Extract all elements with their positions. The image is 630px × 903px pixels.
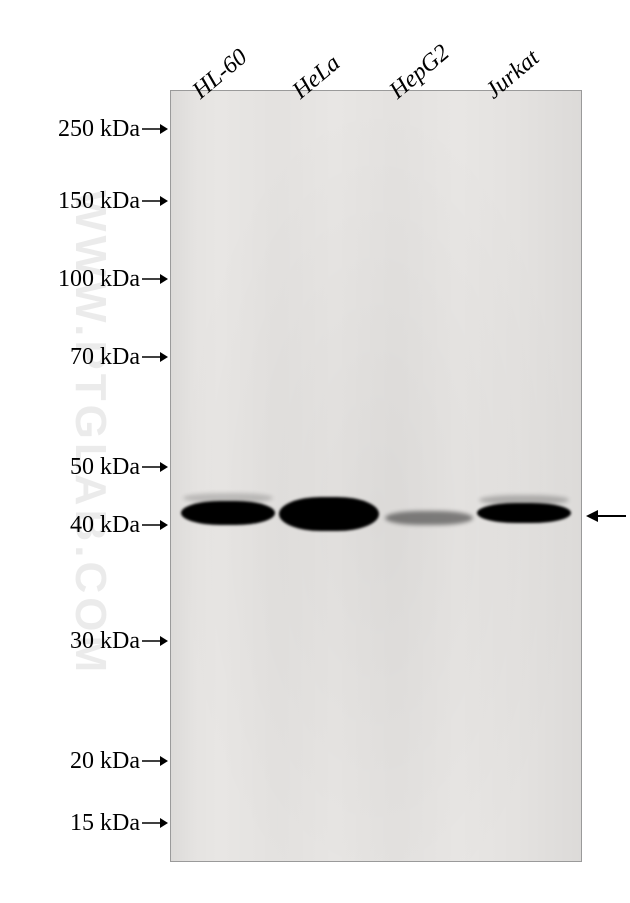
marker-150kda: 150 kDa [0, 188, 140, 215]
band-hepg2 [385, 511, 473, 525]
marker-arrow-40kda [142, 518, 168, 532]
marker-30kda: 30 kDa [0, 628, 140, 655]
membrane-shading [171, 91, 581, 861]
marker-arrow-150kda [142, 194, 168, 208]
marker-arrow-15kda [142, 816, 168, 830]
marker-arrow-100kda [142, 272, 168, 286]
marker-arrow-20kda [142, 754, 168, 768]
marker-15kda: 15 kDa [0, 810, 140, 837]
band-hl60 [181, 501, 275, 525]
band-hl60-upper [183, 493, 273, 503]
blot-membrane [170, 90, 582, 862]
marker-50kda: 50 kDa [0, 454, 140, 481]
result-arrow [586, 508, 626, 529]
band-jurkat [477, 503, 571, 523]
marker-arrow-50kda [142, 460, 168, 474]
marker-arrow-70kda [142, 350, 168, 364]
marker-20kda: 20 kDa [0, 748, 140, 775]
marker-40kda: 40 kDa [0, 512, 140, 539]
marker-250kda: 250 kDa [0, 116, 140, 143]
watermark-text: WWW.PTGLAB.COM [65, 190, 115, 676]
marker-100kda: 100 kDa [0, 266, 140, 293]
marker-arrow-30kda [142, 634, 168, 648]
marker-arrow-250kda [142, 122, 168, 136]
band-jurkat-upper [479, 495, 569, 505]
band-hela [279, 497, 379, 531]
marker-70kda: 70 kDa [0, 344, 140, 371]
figure-canvas: WWW.PTGLAB.COM 250 kDa 150 kDa 100 kDa 7… [0, 0, 630, 903]
